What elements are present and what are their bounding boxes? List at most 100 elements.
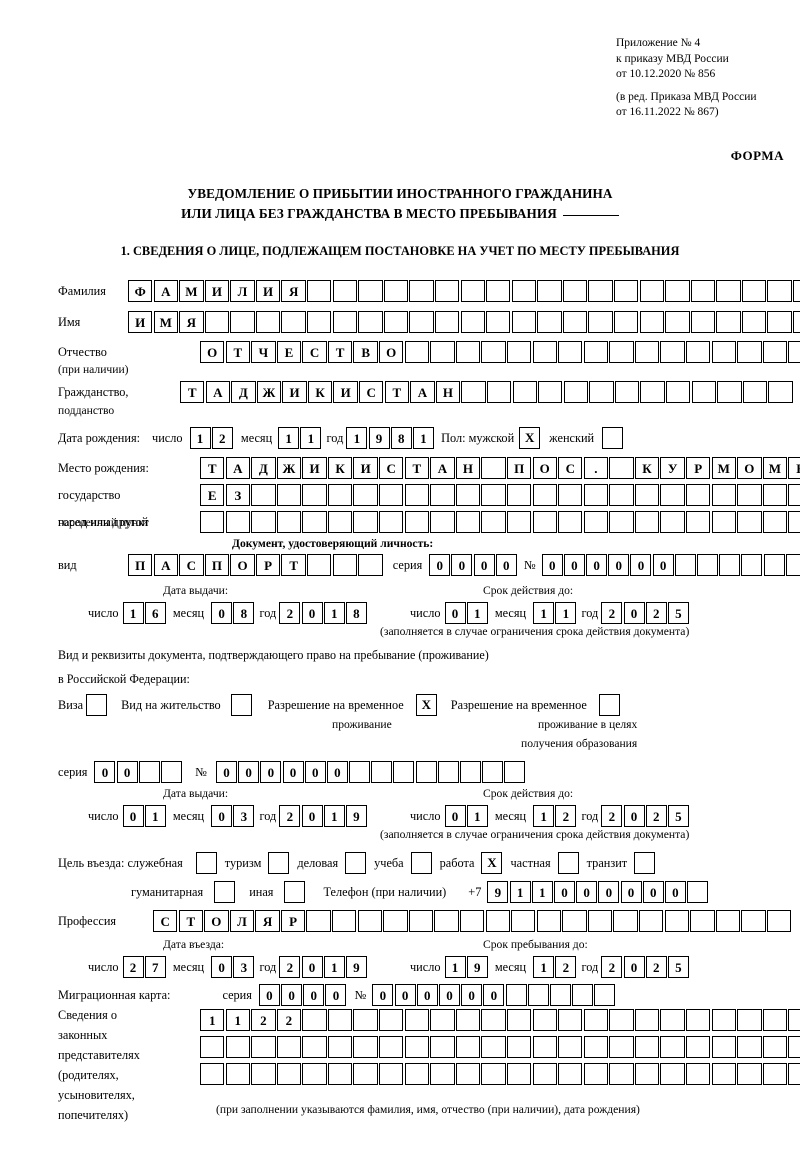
char-cell[interactable]: И [333, 381, 358, 403]
char-cell[interactable]: 1 [412, 427, 434, 449]
char-cell[interactable]: 0 [325, 984, 347, 1006]
char-cell[interactable] [716, 280, 741, 302]
char-cell[interactable] [685, 1009, 711, 1031]
char-cell[interactable]: 1 [225, 1009, 250, 1031]
char-cell[interactable]: 0 [563, 554, 585, 576]
char-cell[interactable] [379, 1063, 404, 1085]
char-cell[interactable] [379, 1009, 404, 1031]
char-cell[interactable] [455, 484, 481, 506]
char-cell[interactable] [404, 1063, 430, 1085]
char-cell[interactable]: 0 [301, 805, 323, 827]
char-cell[interactable] [766, 910, 792, 932]
char-cell[interactable]: 0 [326, 761, 348, 783]
char-cell[interactable]: 0 [623, 602, 645, 624]
char-cell[interactable] [302, 1036, 327, 1058]
char-cell[interactable] [634, 1009, 660, 1031]
residence-permit-checkbox[interactable] [230, 694, 252, 716]
char-cell[interactable]: 0 [444, 805, 466, 827]
char-cell[interactable] [588, 311, 613, 333]
char-cell[interactable]: 0 [211, 602, 233, 624]
char-cell[interactable] [788, 1036, 800, 1058]
char-cell[interactable] [455, 341, 481, 363]
char-cell[interactable]: М [179, 280, 204, 302]
char-cell[interactable] [536, 910, 562, 932]
char-cell[interactable] [349, 761, 371, 783]
char-cell[interactable] [594, 984, 616, 1006]
char-cell[interactable] [358, 280, 383, 302]
char-cell[interactable] [737, 1063, 762, 1085]
char-cell[interactable] [614, 381, 640, 403]
char-cell[interactable] [741, 311, 767, 333]
char-cell[interactable] [742, 381, 768, 403]
char-cell[interactable] [665, 311, 690, 333]
char-cell[interactable] [481, 341, 506, 363]
char-cell[interactable] [511, 280, 537, 302]
char-cell[interactable]: Е [200, 484, 225, 506]
sex-female-checkbox[interactable] [602, 427, 624, 449]
char-cell[interactable] [609, 1009, 634, 1031]
char-cell[interactable]: Ч [251, 341, 276, 363]
purpose-checkbox-2[interactable] [345, 852, 367, 874]
char-cell[interactable]: И [128, 311, 153, 333]
char-cell[interactable] [788, 341, 800, 363]
char-cell[interactable] [138, 761, 160, 783]
char-cell[interactable]: 0 [260, 761, 282, 783]
char-cell[interactable]: 1 [533, 956, 555, 978]
char-cell[interactable] [200, 1036, 225, 1058]
char-cell[interactable] [711, 484, 736, 506]
char-cell[interactable]: 8 [390, 427, 412, 449]
char-cell[interactable] [307, 554, 332, 576]
char-cell[interactable]: С [359, 381, 384, 403]
char-cell[interactable]: 5 [667, 805, 689, 827]
char-cell[interactable] [634, 1036, 660, 1058]
char-cell[interactable] [665, 280, 690, 302]
char-cell[interactable]: . [583, 457, 609, 479]
char-cell[interactable] [690, 280, 716, 302]
purpose-row[interactable]: Цель въезда: служебная туризм деловая учеб… [58, 852, 656, 874]
char-cell[interactable]: 0 [301, 956, 323, 978]
char-cell[interactable]: Н [435, 381, 461, 403]
char-cell[interactable]: 9 [487, 881, 509, 903]
char-cell[interactable]: 0 [122, 805, 144, 827]
char-cell[interactable]: 2 [645, 956, 667, 978]
char-cell[interactable] [481, 457, 506, 479]
char-cell[interactable] [587, 910, 613, 932]
char-cell[interactable] [737, 1009, 762, 1031]
char-cell[interactable] [353, 511, 378, 533]
char-cell[interactable] [506, 484, 532, 506]
char-cell[interactable] [408, 910, 434, 932]
char-cell[interactable]: 0 [211, 805, 233, 827]
char-cell[interactable]: О [230, 554, 255, 576]
purpose-checkbox-3[interactable] [410, 852, 432, 874]
representatives-cells-row2[interactable] [200, 1036, 800, 1058]
char-cell[interactable]: 9 [466, 956, 488, 978]
char-cell[interactable] [715, 910, 741, 932]
temporary-residence-checkbox[interactable]: X [415, 694, 437, 716]
char-cell[interactable] [332, 554, 358, 576]
char-cell[interactable] [660, 1009, 685, 1031]
char-cell[interactable]: 1 [466, 602, 488, 624]
char-cell[interactable]: П [506, 457, 532, 479]
char-cell[interactable] [793, 280, 800, 302]
purpose-checkbox-5[interactable] [557, 852, 579, 874]
char-cell[interactable]: 0 [642, 881, 664, 903]
char-cell[interactable] [691, 381, 716, 403]
char-cell[interactable]: 0 [438, 984, 460, 1006]
char-cell[interactable]: 0 [451, 554, 473, 576]
char-cell[interactable] [785, 554, 800, 576]
char-cell[interactable] [537, 280, 562, 302]
char-cell[interactable]: М [711, 457, 736, 479]
char-cell[interactable]: 0 [620, 881, 642, 903]
char-cell[interactable]: Д [231, 381, 256, 403]
char-cell[interactable]: 5 [667, 956, 689, 978]
char-cell[interactable] [455, 1036, 481, 1058]
char-cell[interactable]: 0 [623, 805, 645, 827]
char-cell[interactable] [506, 511, 532, 533]
char-cell[interactable]: П [204, 554, 230, 576]
char-cell[interactable] [640, 381, 665, 403]
